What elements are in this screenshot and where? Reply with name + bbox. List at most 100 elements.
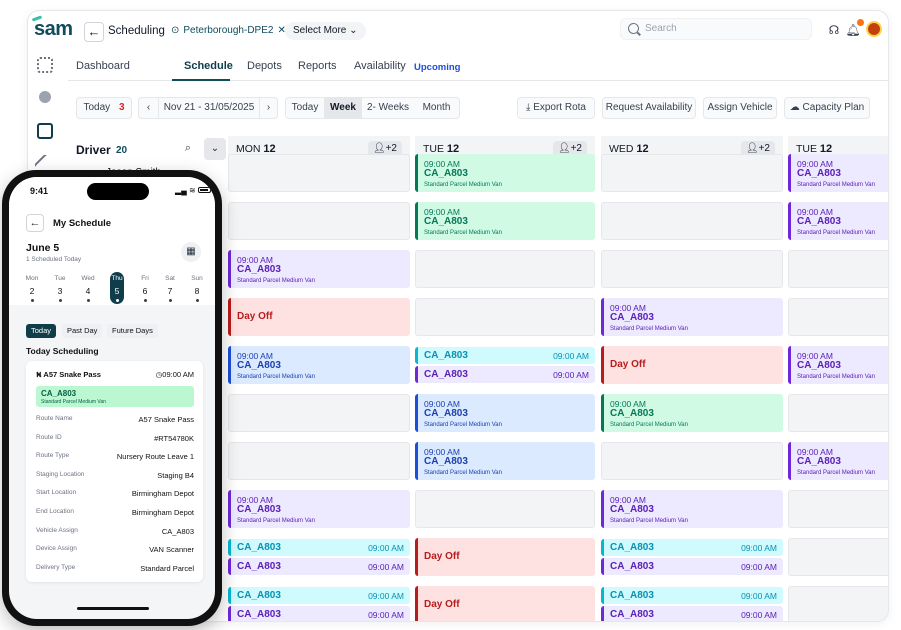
today-button[interactable]: Today 3 <box>76 97 132 119</box>
shift-cell[interactable]: 09:00 AM CA_A803 Standard Parcel Medium Va… <box>415 442 595 480</box>
shift-cell[interactable]: 09:00 AM CA_A803 Standard Parcel Medium Va… <box>415 154 595 192</box>
view-2-weeks[interactable]: 2- Weeks <box>366 102 410 113</box>
shift-cell-split[interactable]: CA_A803 09:00 AM <box>228 558 410 575</box>
shift-cell[interactable]: 09:00 AM CA_A803 Standard Parcel Medium Va… <box>601 394 783 432</box>
empty-slot[interactable] <box>601 202 783 240</box>
empty-slot[interactable] <box>415 250 595 288</box>
phone-screen: 9:41 ▂▄ ≋ ← My Schedule June 5 1 Schedul… <box>9 177 215 619</box>
filter-today[interactable]: Today <box>26 324 57 338</box>
shift-cell[interactable]: 09:00 AM CA_A803 Standard Parcel Medium Va… <box>228 490 410 528</box>
export-label: Export Rota <box>533 102 586 113</box>
shift-cell[interactable]: 09:00 AM CA_A803 Standard Parcel Medium Va… <box>228 250 410 288</box>
tab-reports[interactable]: Reports <box>298 60 337 72</box>
empty-slot[interactable] <box>601 250 783 288</box>
shift-cell[interactable]: 09:00 AM CA_A803 Standard Parcel Medium Va… <box>788 442 888 480</box>
week-day-tue[interactable]: Tue 3 <box>53 275 67 302</box>
shift-cell-split[interactable]: CA_A803 09:00 AM <box>415 366 595 383</box>
location-chip[interactable]: ⊙ Peterborough-DPE2 ✕ <box>165 22 292 40</box>
week-day-fri[interactable]: Fri 6 <box>138 275 152 302</box>
week-day-thu[interactable]: Thu 5 <box>110 272 124 304</box>
empty-slot[interactable] <box>788 490 888 528</box>
shift-cell[interactable]: 09:00 AM CA_A803 Standard Parcel Medium Va… <box>415 202 595 240</box>
shift-cell-split[interactable]: CA_A803 09:00 AM <box>228 587 410 604</box>
week-day-sat[interactable]: Sat 7 <box>163 275 177 302</box>
scheduled-count: 1 Scheduled Today <box>26 256 82 263</box>
empty-slot[interactable] <box>601 154 783 192</box>
date-range-picker[interactable]: ‹ Nov 21 - 31/05/2025 › <box>138 97 278 119</box>
empty-slot[interactable] <box>228 394 410 432</box>
avatar[interactable] <box>866 21 882 37</box>
weekday-number: 5 <box>114 286 120 296</box>
users-icon[interactable] <box>39 91 51 103</box>
tab-depots[interactable]: Depots <box>247 60 282 72</box>
export-rota-button[interactable]: ⤓ Export Rota <box>517 97 595 119</box>
schedule-card[interactable]: ⛕ A57 Snake Pass ◷09:00 AM CA_A803 Stand… <box>26 361 203 582</box>
shift-cell[interactable]: 09:00 AM CA_A803 Standard Parcel Medium Va… <box>601 490 783 528</box>
next-week-button[interactable]: › <box>259 98 277 118</box>
filter-future-days[interactable]: Future Days <box>107 324 158 338</box>
shift-cell-split[interactable]: CA_A803 09:00 AM <box>601 587 783 604</box>
bell-icon[interactable]: 🔔︎ <box>845 19 864 38</box>
shift-cell[interactable]: 09:00 AM CA_A803 Standard Parcel Medium Va… <box>788 202 888 240</box>
empty-slot[interactable] <box>788 538 888 576</box>
day-off-cell[interactable]: Day Off <box>415 586 595 621</box>
chevron-down-icon[interactable]: ⌄ <box>204 138 226 160</box>
empty-slot[interactable] <box>788 250 888 288</box>
shift-cell-split[interactable]: CA_A803 09:00 AM <box>415 347 595 364</box>
empty-slot[interactable] <box>601 442 783 480</box>
support-icon[interactable]: ☊ <box>828 23 840 37</box>
tab-dashboard[interactable]: Dashboard <box>76 60 130 72</box>
today-label: Today <box>83 102 111 113</box>
shift-cell-split[interactable]: CA_A803 09:00 AM <box>228 539 410 556</box>
week-day-sun[interactable]: Sun 8 <box>190 275 204 302</box>
route-title: ⛕ A57 Snake Pass <box>36 370 101 379</box>
shift-cell[interactable]: 09:00 AM CA_A803 Standard Parcel Medium Va… <box>788 346 888 384</box>
empty-slot[interactable] <box>415 490 595 528</box>
shift-cell[interactable]: 09:00 AM CA_A803 Standard Parcel Medium Va… <box>415 394 595 432</box>
day-off-cell[interactable]: Day Off <box>601 346 783 384</box>
shift-cell-split[interactable]: CA_A803 09:00 AM <box>601 539 783 556</box>
calendar-icon[interactable] <box>37 123 53 139</box>
tab-availability[interactable]: Availability <box>354 60 406 72</box>
calendar-icon[interactable]: ▦ <box>181 242 201 262</box>
week-day-mon[interactable]: Mon 2 <box>25 275 39 302</box>
search-input[interactable]: Search <box>620 18 812 40</box>
capacity-plan-button[interactable]: ☁ Capacity Plan <box>784 97 870 119</box>
empty-slot[interactable] <box>788 394 888 432</box>
day-off-cell[interactable]: Day Off <box>228 298 410 336</box>
empty-slot[interactable] <box>228 154 410 192</box>
empty-slot[interactable] <box>788 298 888 336</box>
shift-cell-split[interactable]: CA_A803 09:00 AM <box>601 606 783 621</box>
empty-slot[interactable] <box>228 442 410 480</box>
filter-past-day[interactable]: Past Day <box>62 324 103 338</box>
week-day-wed[interactable]: Wed 4 <box>81 275 95 302</box>
day-off-cell[interactable]: Day Off <box>415 538 595 576</box>
empty-slot[interactable] <box>788 586 888 621</box>
assign-vehicle-button[interactable]: Assign Vehicle <box>703 97 777 119</box>
tab-schedule[interactable]: Schedule <box>184 60 233 72</box>
select-more-dropdown[interactable]: Select More ⌄ <box>285 22 366 40</box>
view-month[interactable]: Month <box>422 102 451 113</box>
request-availability-button[interactable]: Request Availability <box>602 97 696 119</box>
upcoming-badge[interactable]: Upcoming <box>414 62 461 73</box>
prev-week-button[interactable]: ‹ <box>139 98 159 118</box>
add-driver-button[interactable]: 👤︎+2 <box>740 141 775 157</box>
dashboard-icon[interactable] <box>37 57 53 73</box>
back-button[interactable]: ← <box>84 22 104 42</box>
add-driver-button[interactable]: 👤︎+2 <box>367 141 402 157</box>
empty-slot[interactable] <box>228 202 410 240</box>
event-dot <box>168 299 172 302</box>
shift-cell-split[interactable]: CA_A803 09:00 AM <box>601 558 783 575</box>
shift-cell-split[interactable]: CA_A803 09:00 AM <box>228 606 410 621</box>
view-week[interactable]: Week <box>324 98 362 118</box>
close-icon[interactable]: ✕ <box>277 25 286 36</box>
back-button[interactable]: ← <box>26 214 44 232</box>
shift-time: 09:00 AM <box>741 562 777 572</box>
driver-search-icon[interactable]: ⌕ <box>184 142 192 154</box>
add-driver-button[interactable]: 👤︎+2 <box>552 141 587 157</box>
empty-slot[interactable] <box>415 298 595 336</box>
shift-cell[interactable]: 09:00 AM CA_A803 Standard Parcel Medium Va… <box>788 154 888 192</box>
shift-cell[interactable]: 09:00 AM CA_A803 Standard Parcel Medium Va… <box>601 298 783 336</box>
view-today[interactable]: Today <box>291 102 319 113</box>
shift-cell[interactable]: 09:00 AM CA_A803 Standard Parcel Medium Va… <box>228 346 410 384</box>
